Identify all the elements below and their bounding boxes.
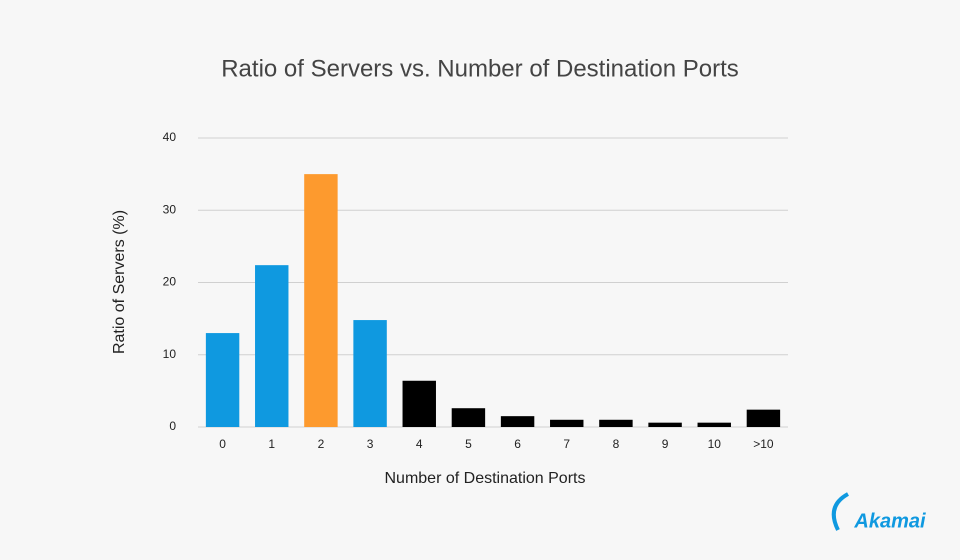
bar xyxy=(402,380,436,427)
y-tick-label: 10 xyxy=(163,347,177,361)
logo: Akamai xyxy=(831,492,926,532)
x-axis-label: Number of Destination Ports xyxy=(385,470,586,487)
chart-title: Ratio of Servers vs. Number of Destinati… xyxy=(221,55,739,82)
bar xyxy=(550,419,584,427)
x-tick-label: 2 xyxy=(318,437,325,451)
x-tick-label: 7 xyxy=(563,437,570,451)
x-tick-label: 6 xyxy=(514,437,521,451)
x-tick-label: >10 xyxy=(753,437,774,451)
y-tick-label: 30 xyxy=(163,202,177,216)
bar xyxy=(697,422,731,427)
bar xyxy=(599,419,633,427)
x-tick-label: 10 xyxy=(708,437,722,451)
y-tick-label: 20 xyxy=(163,275,177,289)
x-tick-label: 8 xyxy=(613,437,620,451)
bar xyxy=(500,416,535,427)
x-tick-label: 1 xyxy=(268,437,275,451)
bar xyxy=(451,408,486,427)
y-axis-label: Ratio of Servers (%) xyxy=(111,210,128,354)
bar xyxy=(746,409,781,427)
logo-text: Akamai xyxy=(853,510,926,532)
bar xyxy=(304,174,338,427)
x-tick-label: 4 xyxy=(416,437,423,451)
bar xyxy=(353,320,387,427)
x-tick-label: 0 xyxy=(219,437,226,451)
bar xyxy=(205,333,240,427)
y-tick-label: 40 xyxy=(163,130,177,144)
bar xyxy=(648,422,682,427)
x-tick-label: 5 xyxy=(465,437,472,451)
logo-swoosh xyxy=(831,492,850,531)
x-tick-label: 9 xyxy=(662,437,669,451)
y-tick-label: 0 xyxy=(169,419,176,433)
bar xyxy=(255,265,289,427)
x-tick-label: 3 xyxy=(367,437,374,451)
